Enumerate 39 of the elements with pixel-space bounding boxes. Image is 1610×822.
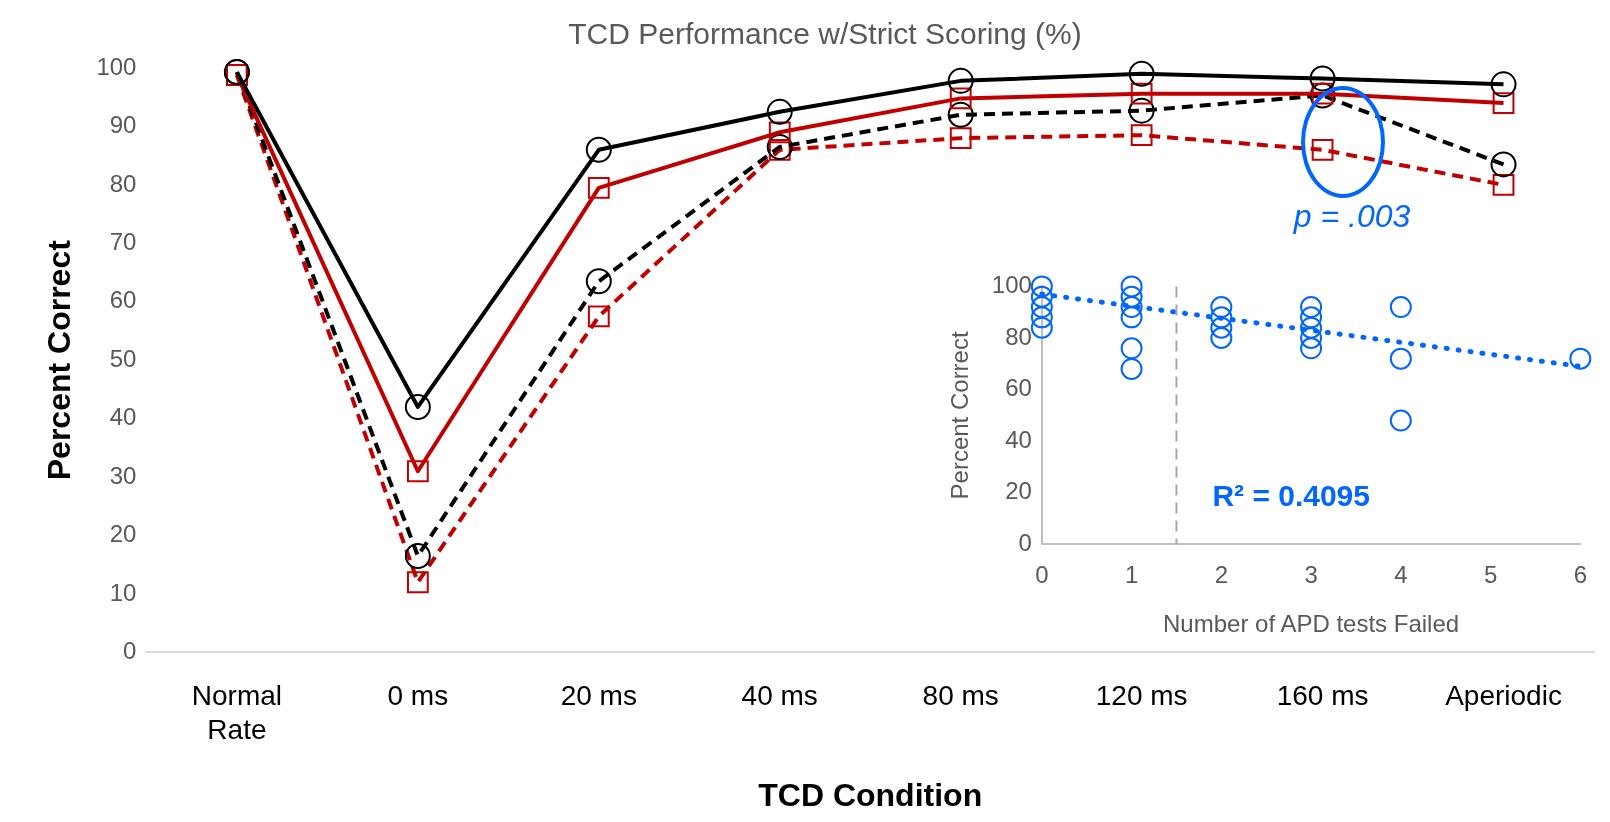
y-tick-label: 10: [109, 578, 137, 606]
x-tick-label: 2: [1214, 561, 1229, 589]
y-tick-label: 70: [109, 227, 137, 255]
x-tick-label: 40 ms: [741, 679, 818, 711]
y-tick-label: 30: [109, 461, 137, 489]
x-tick-label: 0 ms: [387, 679, 449, 711]
y-tick-label: 0: [1018, 529, 1032, 557]
y-tick-label: 60: [1005, 374, 1032, 402]
y-tick-label: 40: [109, 403, 137, 431]
y-tick-label: 50: [109, 344, 137, 372]
x-tick-label: 1: [1124, 561, 1139, 589]
x-tick-label: 0: [1035, 561, 1049, 589]
x-tick-label: 5: [1483, 561, 1498, 589]
y-axis-title: Percent Correct: [946, 331, 974, 500]
y-tick-label: 40: [1005, 425, 1032, 453]
x-tick-label: 120 ms: [1095, 679, 1188, 711]
y-tick-label: 80: [1005, 322, 1032, 350]
y-tick-label: 100: [96, 52, 137, 80]
x-tick-label: Aperiodic: [1445, 679, 1562, 711]
annotation: R² = 0.4095: [1212, 479, 1370, 513]
x-tick-label: 3: [1304, 561, 1318, 589]
x-tick-label: 80 ms: [922, 679, 999, 711]
x-tick-label: Normal Rate: [191, 679, 283, 745]
x-axis-title: Number of APD tests Failed: [1163, 610, 1460, 638]
y-tick-label: 80: [109, 169, 137, 197]
annotation: p = .003: [1292, 197, 1411, 234]
y-tick-label: 20: [109, 520, 137, 548]
x-axis-title: TCD Condition: [758, 776, 983, 813]
x-tick-label: 20 ms: [560, 679, 637, 711]
y-tick-label: 20: [1005, 477, 1032, 505]
x-tick-label: 160 ms: [1276, 679, 1369, 711]
y-tick-label: 0: [123, 637, 137, 665]
y-tick-label: 60: [109, 286, 137, 314]
x-tick-label: 4: [1394, 561, 1408, 589]
y-axis-title: Percent Correct: [41, 239, 78, 481]
chart-title: TCD Performance w/Strict Scoring (%): [568, 17, 1082, 51]
y-tick-label: 90: [109, 111, 137, 139]
y-tick-label: 100: [991, 271, 1032, 299]
x-tick-label: 6: [1573, 561, 1588, 589]
